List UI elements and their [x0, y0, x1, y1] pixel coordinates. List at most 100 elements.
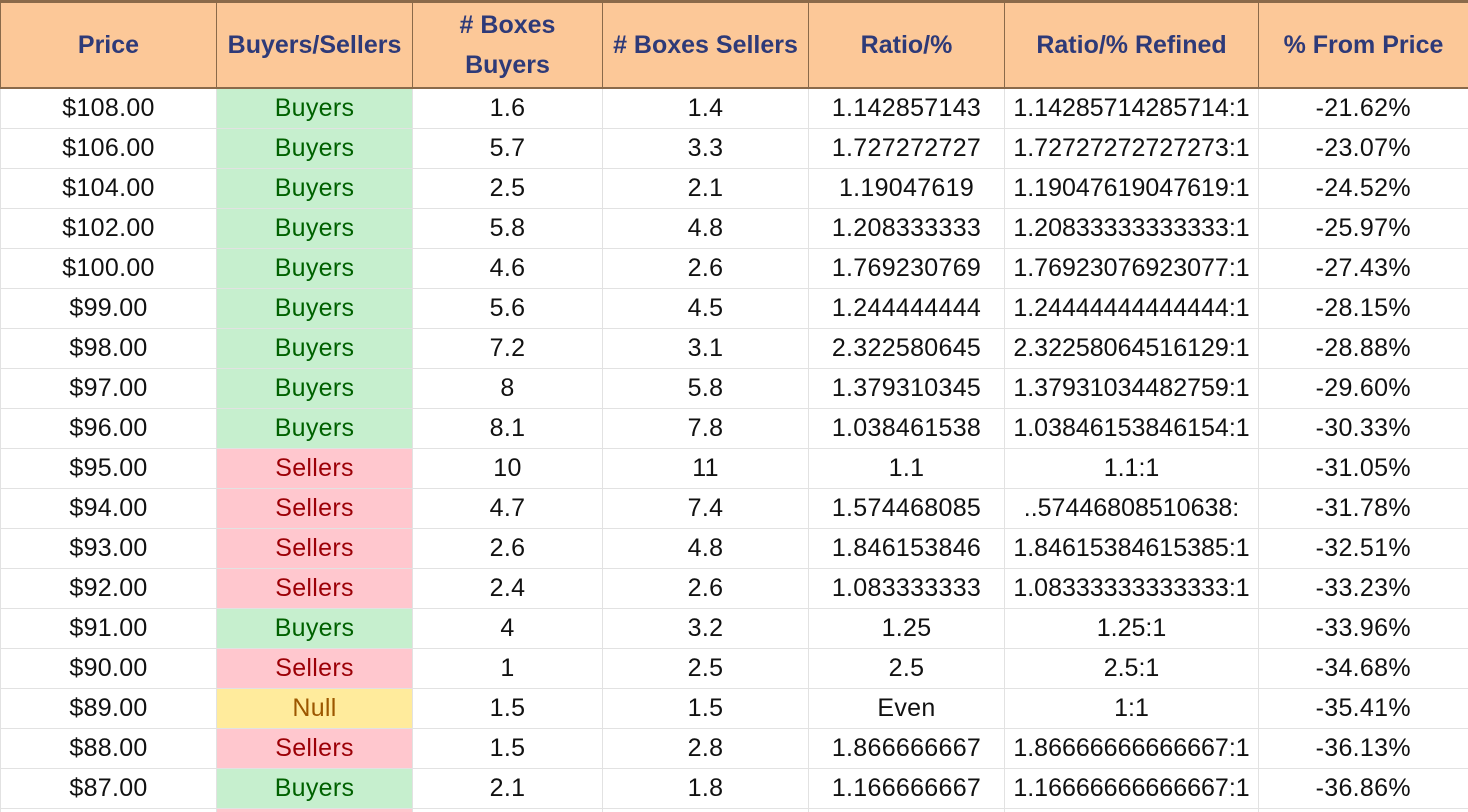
cell-price[interactable]: $88.00 [0, 728, 217, 769]
cell-from-price[interactable]: -21.62% [1258, 87, 1468, 129]
cell-from-price[interactable]: -25.97% [1258, 208, 1468, 249]
cell-price[interactable]: $95.00 [0, 448, 217, 489]
cell-boxes-sellers[interactable]: 2.1 [602, 168, 809, 209]
cell-boxes-buyers[interactable]: 2.5 [412, 168, 603, 209]
cell-price[interactable]: $87.00 [0, 768, 217, 809]
cell-price[interactable]: $102.00 [0, 208, 217, 249]
cell-boxes-sellers[interactable]: 3.2 [602, 608, 809, 649]
cell-boxes-buyers[interactable]: 8 [412, 368, 603, 409]
cell-from-price[interactable]: -35.41% [1258, 688, 1468, 729]
cell-ratio-refined[interactable]: 1.16666666666667:1 [1004, 768, 1259, 809]
cell-ratio-refined[interactable]: 1.25:1 [1004, 608, 1259, 649]
cell-buyers-sellers[interactable]: Sellers [216, 528, 413, 569]
cell-ratio[interactable]: Even [808, 688, 1005, 729]
cell-from-price[interactable]: -29.60% [1258, 368, 1468, 409]
cell-price[interactable]: $99.00 [0, 288, 217, 329]
cell-price[interactable]: $96.00 [0, 408, 217, 449]
cell-boxes-sellers[interactable]: 7.4 [602, 488, 809, 529]
header-ratio-refined[interactable]: Ratio/% Refined [1004, 0, 1259, 89]
cell-ratio-refined[interactable]: 1.08333333333333:1 [1004, 568, 1259, 609]
cell-ratio-refined[interactable]: 1.24444444444444:1 [1004, 288, 1259, 329]
cell-boxes-sellers[interactable]: 4.8 [602, 528, 809, 569]
cell-buyers-sellers[interactable]: Buyers [216, 408, 413, 449]
cell-buyers-sellers[interactable]: Null [216, 688, 413, 729]
cell-price[interactable]: $100.00 [0, 248, 217, 289]
cell-ratio[interactable]: 1.208333333 [808, 208, 1005, 249]
cell-price[interactable]: $98.00 [0, 328, 217, 369]
cell-boxes-sellers[interactable]: 11 [602, 448, 809, 489]
cell-from-price[interactable]: -31.05% [1258, 448, 1468, 489]
cell-from-price[interactable]: -28.88% [1258, 328, 1468, 369]
header-from-price[interactable]: % From Price [1258, 0, 1468, 89]
cell-empty[interactable] [808, 808, 1005, 812]
cell-buyers-sellers[interactable]: Sellers [216, 728, 413, 769]
cell-boxes-sellers[interactable]: 1.5 [602, 688, 809, 729]
cell-boxes-buyers[interactable]: 2.6 [412, 528, 603, 569]
cell-price[interactable]: $92.00 [0, 568, 217, 609]
cell-boxes-buyers[interactable]: 5.8 [412, 208, 603, 249]
cell-boxes-buyers[interactable]: 7.2 [412, 328, 603, 369]
cell-ratio-refined[interactable]: 1.19047619047619:1 [1004, 168, 1259, 209]
cell-empty[interactable] [0, 808, 217, 812]
cell-buyers-sellers[interactable]: Buyers [216, 768, 413, 809]
cell-ratio[interactable]: 2.5 [808, 648, 1005, 689]
header-boxes-sellers[interactable]: # Boxes Sellers [602, 0, 809, 89]
cell-buyers-sellers[interactable]: Sellers [216, 568, 413, 609]
cell-boxes-sellers[interactable]: 1.4 [602, 87, 809, 129]
cell-buyers-sellers[interactable]: Sellers [216, 648, 413, 689]
cell-boxes-buyers[interactable]: 4.7 [412, 488, 603, 529]
cell-ratio-refined[interactable]: 1.1:1 [1004, 448, 1259, 489]
cell-from-price[interactable]: -36.86% [1258, 768, 1468, 809]
cell-boxes-buyers[interactable]: 1 [412, 648, 603, 689]
cell-empty[interactable] [216, 808, 413, 812]
cell-ratio-refined[interactable]: 1.76923076923077:1 [1004, 248, 1259, 289]
cell-ratio-refined[interactable]: 1.03846153846154:1 [1004, 408, 1259, 449]
cell-ratio-refined[interactable]: 2.32258064516129:1 [1004, 328, 1259, 369]
cell-ratio[interactable]: 1.244444444 [808, 288, 1005, 329]
cell-from-price[interactable]: -33.96% [1258, 608, 1468, 649]
cell-ratio-refined[interactable]: 1.86666666666667:1 [1004, 728, 1259, 769]
cell-from-price[interactable]: -32.51% [1258, 528, 1468, 569]
cell-from-price[interactable]: -23.07% [1258, 128, 1468, 169]
cell-price[interactable]: $93.00 [0, 528, 217, 569]
header-price[interactable]: Price [0, 0, 217, 89]
cell-ratio-refined[interactable]: 1:1 [1004, 688, 1259, 729]
cell-price[interactable]: $94.00 [0, 488, 217, 529]
cell-ratio[interactable]: 1.166666667 [808, 768, 1005, 809]
cell-from-price[interactable]: -33.23% [1258, 568, 1468, 609]
cell-boxes-buyers[interactable]: 2.4 [412, 568, 603, 609]
cell-buyers-sellers[interactable]: Buyers [216, 87, 413, 129]
cell-boxes-sellers[interactable]: 2.8 [602, 728, 809, 769]
cell-ratio[interactable]: 1.142857143 [808, 87, 1005, 129]
cell-boxes-buyers[interactable]: 2.1 [412, 768, 603, 809]
cell-boxes-buyers[interactable]: 10 [412, 448, 603, 489]
cell-from-price[interactable]: -30.33% [1258, 408, 1468, 449]
cell-buyers-sellers[interactable]: Buyers [216, 208, 413, 249]
header-buyers-sellers[interactable]: Buyers/Sellers [216, 0, 413, 89]
cell-buyers-sellers[interactable]: Buyers [216, 288, 413, 329]
cell-buyers-sellers[interactable]: Buyers [216, 608, 413, 649]
header-ratio[interactable]: Ratio/% [808, 0, 1005, 89]
cell-boxes-buyers[interactable]: 1.5 [412, 688, 603, 729]
cell-ratio[interactable]: 2.322580645 [808, 328, 1005, 369]
cell-price[interactable]: $104.00 [0, 168, 217, 209]
cell-from-price[interactable]: -34.68% [1258, 648, 1468, 689]
cell-ratio[interactable]: 1.25 [808, 608, 1005, 649]
cell-buyers-sellers[interactable]: Sellers [216, 488, 413, 529]
cell-ratio[interactable]: 1.379310345 [808, 368, 1005, 409]
cell-ratio-refined[interactable]: 1.14285714285714:1 [1004, 87, 1259, 129]
cell-from-price[interactable]: -28.15% [1258, 288, 1468, 329]
cell-ratio[interactable]: 1.727272727 [808, 128, 1005, 169]
cell-boxes-sellers[interactable]: 4.8 [602, 208, 809, 249]
cell-empty[interactable] [1004, 808, 1259, 812]
cell-buyers-sellers[interactable]: Buyers [216, 168, 413, 209]
cell-boxes-sellers[interactable]: 5.8 [602, 368, 809, 409]
cell-ratio[interactable]: 1.083333333 [808, 568, 1005, 609]
cell-ratio-refined[interactable]: 2.5:1 [1004, 648, 1259, 689]
cell-ratio[interactable]: 1.19047619 [808, 168, 1005, 209]
cell-boxes-sellers[interactable]: 7.8 [602, 408, 809, 449]
cell-from-price[interactable]: -36.13% [1258, 728, 1468, 769]
cell-empty[interactable] [412, 808, 603, 812]
cell-boxes-buyers[interactable]: 5.6 [412, 288, 603, 329]
cell-buyers-sellers[interactable]: Buyers [216, 248, 413, 289]
